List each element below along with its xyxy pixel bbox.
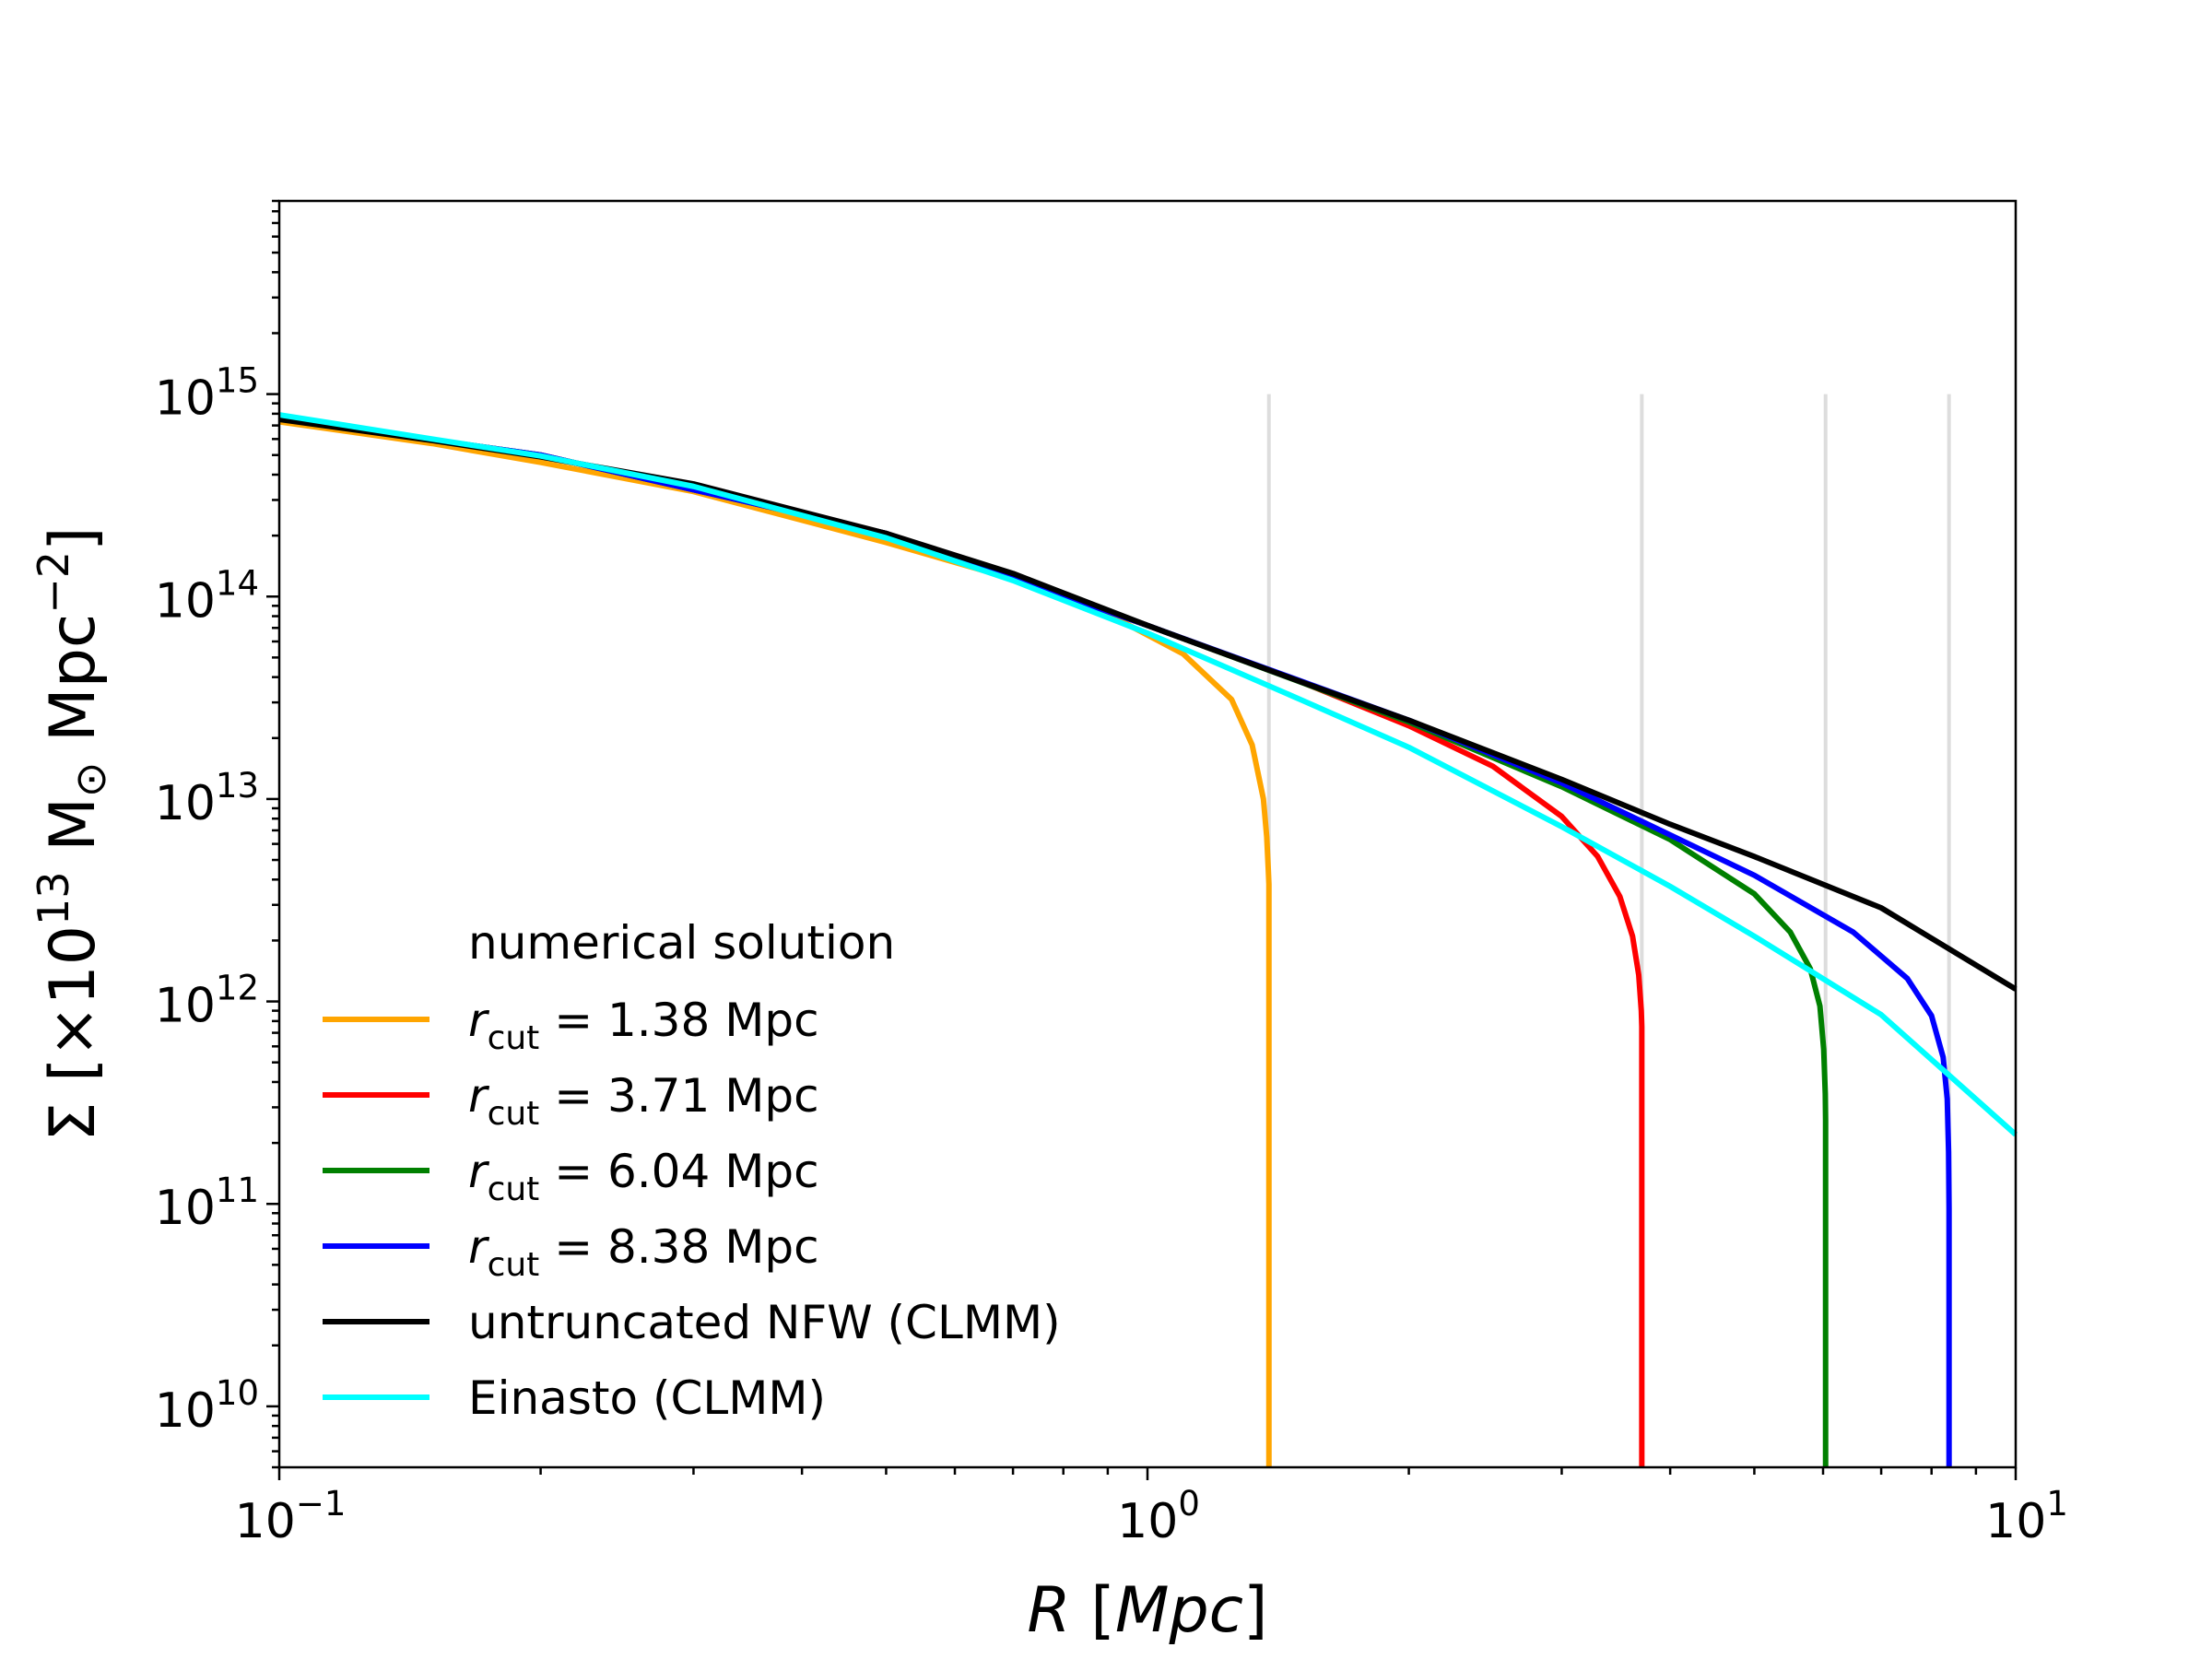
legend-label-0: rcut = 1.38 Mpc [468, 994, 819, 1057]
axis-ticks [266, 199, 2018, 1480]
legend-label-3: rcut = 8.38 Mpc [468, 1220, 819, 1284]
y-tick-label: 1010 [155, 1373, 259, 1439]
x-tick-label: 10−1 [235, 1484, 347, 1549]
legend-label-4: untruncated NFW (CLMM) [468, 1296, 1061, 1349]
series-line-5 [278, 412, 2018, 1137]
y-tick-label: 1015 [155, 361, 259, 427]
series-line-3 [278, 415, 1952, 1467]
legend: numerical solution rcut = 1.38 Mpc rcut =… [323, 916, 1061, 1425]
data-series [278, 412, 2018, 1467]
legend-title: numerical solution [468, 916, 895, 970]
legend-label-1: rcut = 3.71 Mpc [468, 1069, 819, 1133]
legend-label-5: Einasto (CLMM) [468, 1371, 826, 1425]
x-tick-label: 100 [1117, 1484, 1200, 1549]
legend-label-2: rcut = 6.04 Mpc [468, 1145, 819, 1208]
y-tick-label: 1014 [155, 563, 259, 629]
y-axis-label: Σ [×1013 M⊙ Mpc−2] [29, 526, 115, 1141]
series-line-0 [278, 418, 1272, 1467]
x-axis-label: R [Mpc] [1027, 1574, 1267, 1647]
y-tick-label: 1012 [155, 969, 259, 1034]
axis-tick-labels: 10−1 100 101 1010 1011 1012 1013 1014 1015 [155, 361, 2068, 1549]
y-tick-label: 1011 [155, 1171, 259, 1236]
y-tick-label: 1013 [155, 766, 259, 831]
x-tick-label: 101 [1985, 1484, 2068, 1549]
